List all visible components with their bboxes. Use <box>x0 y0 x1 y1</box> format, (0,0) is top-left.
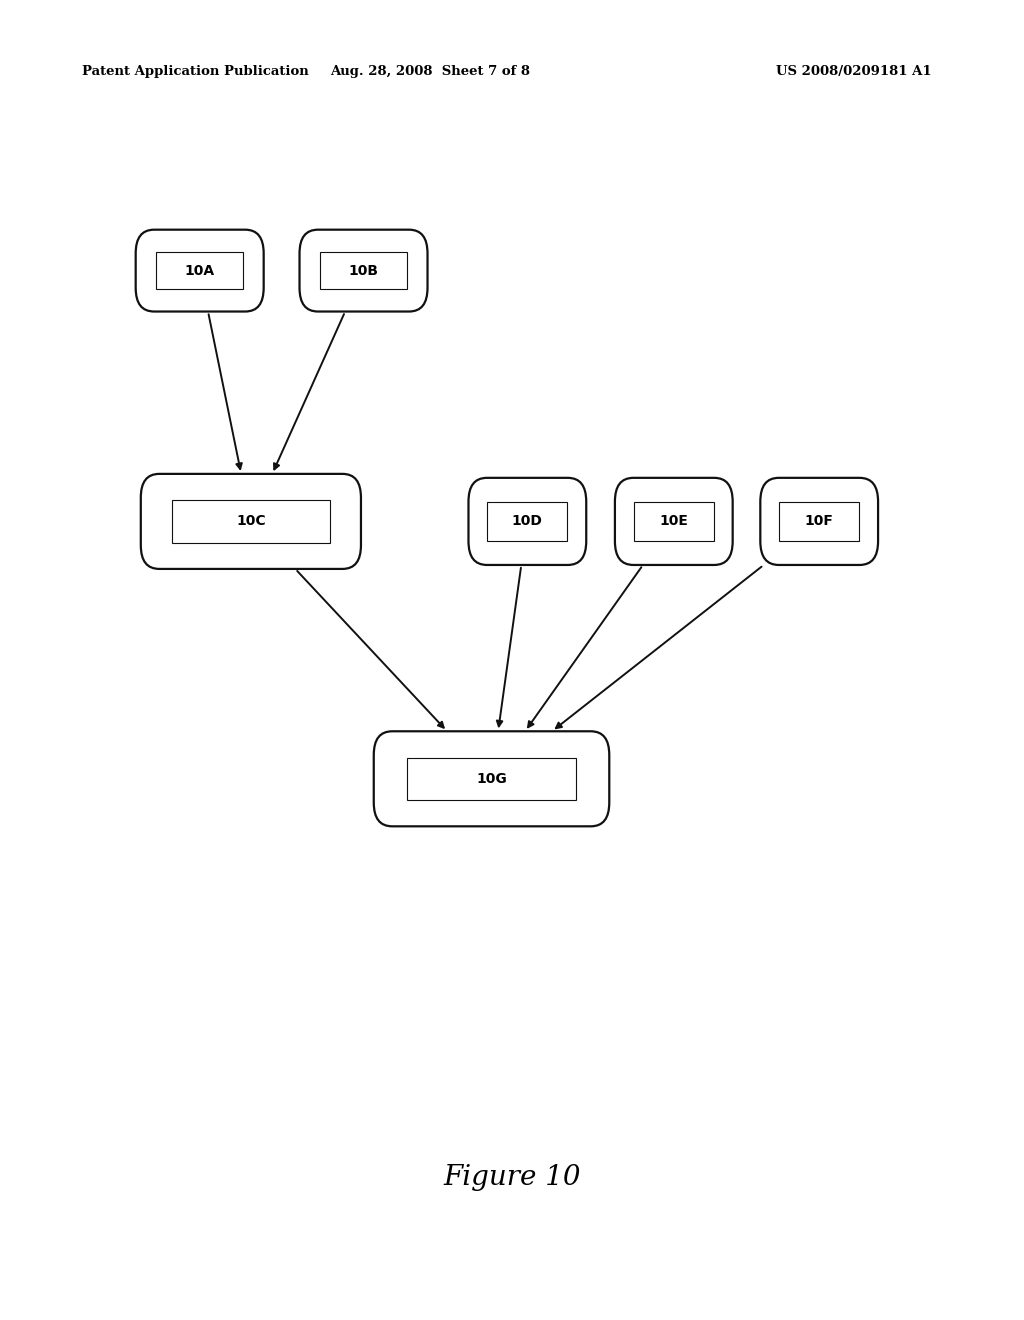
FancyBboxPatch shape <box>469 478 586 565</box>
Bar <box>319 252 408 289</box>
FancyBboxPatch shape <box>374 731 609 826</box>
Text: Patent Application Publication: Patent Application Publication <box>82 65 308 78</box>
Text: 10A: 10A <box>184 264 215 277</box>
FancyBboxPatch shape <box>141 474 361 569</box>
Text: 10B: 10B <box>348 264 379 277</box>
Text: 10F: 10F <box>805 515 834 528</box>
Text: 10C: 10C <box>237 515 265 528</box>
FancyBboxPatch shape <box>135 230 264 312</box>
Text: 10E: 10E <box>659 515 688 528</box>
Bar <box>487 502 567 541</box>
FancyBboxPatch shape <box>614 478 733 565</box>
Bar <box>171 500 330 543</box>
Text: 10G: 10G <box>476 772 507 785</box>
Text: Aug. 28, 2008  Sheet 7 of 8: Aug. 28, 2008 Sheet 7 of 8 <box>330 65 530 78</box>
Bar <box>156 252 244 289</box>
Bar <box>407 758 575 800</box>
Text: Figure 10: Figure 10 <box>443 1164 581 1191</box>
Text: 10D: 10D <box>512 515 543 528</box>
FancyBboxPatch shape <box>299 230 428 312</box>
FancyBboxPatch shape <box>760 478 879 565</box>
Bar <box>634 502 714 541</box>
Text: US 2008/0209181 A1: US 2008/0209181 A1 <box>776 65 932 78</box>
Bar <box>779 502 859 541</box>
